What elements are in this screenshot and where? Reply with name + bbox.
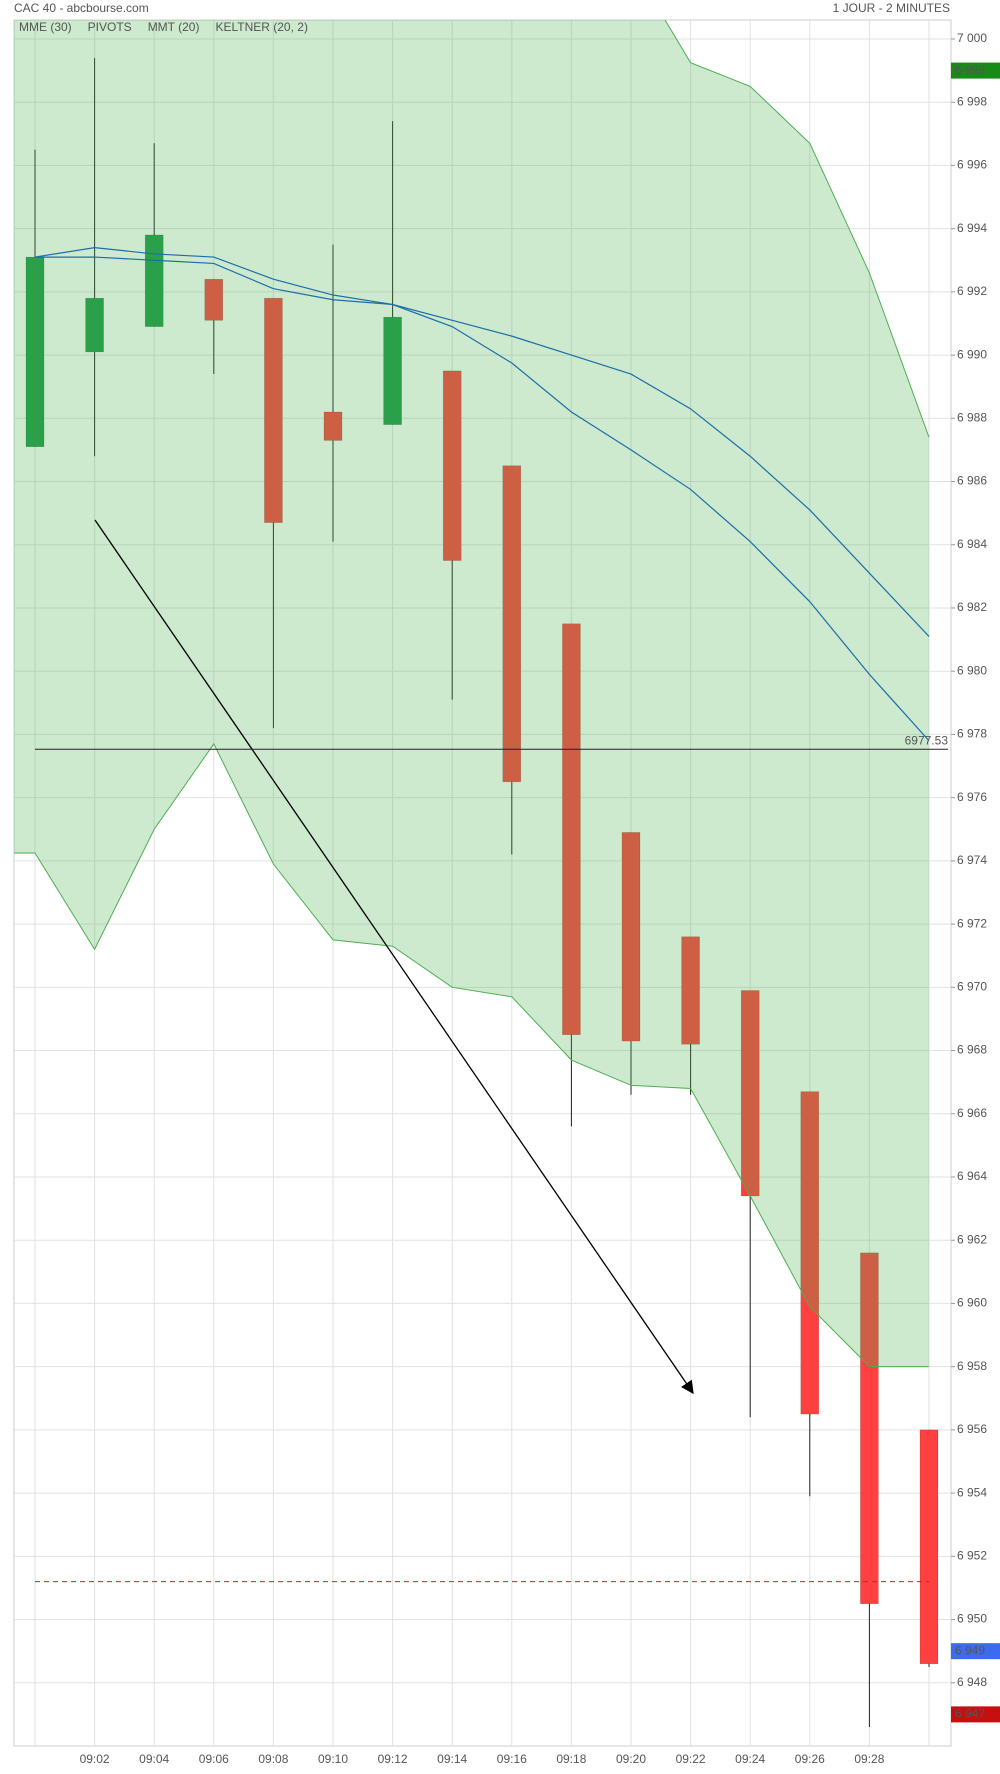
- x-tick-label: 09:12: [378, 1752, 408, 1766]
- y-tick-label: 6 988: [957, 410, 987, 424]
- candle-body: [323, 411, 343, 441]
- y-tick-label: 6 958: [957, 1359, 987, 1373]
- y-tick-label: 6 956: [957, 1422, 987, 1436]
- legend-entry: MME (30): [19, 20, 72, 34]
- y-tick-label: 6 948: [957, 1675, 987, 1689]
- y-tick-label: 6 960: [957, 1296, 987, 1310]
- x-tick-label: 09:22: [676, 1752, 706, 1766]
- keltner-upper: [664, 20, 930, 438]
- x-tick-label: 09:10: [318, 1752, 348, 1766]
- x-tick-label: 09:06: [199, 1752, 229, 1766]
- y-tick-label: 6 966: [957, 1106, 987, 1120]
- x-tick-label: 09:28: [854, 1752, 884, 1766]
- price-tag-label: 6 999: [955, 63, 985, 77]
- axis: 7 000 6 998 6 996 6 994 6 992 6 990 6 988 6 986…: [80, 31, 1000, 1766]
- y-tick-label: 6 984: [957, 537, 987, 551]
- candle-body: [562, 623, 581, 1035]
- price-tag: [951, 62, 1000, 79]
- x-tick-label: 09:14: [437, 1752, 467, 1766]
- candle-body: [621, 832, 641, 1042]
- plot-area: [13, 19, 952, 1747]
- candles: [25, 57, 939, 1728]
- legend-entry: PIVOTS: [88, 20, 132, 34]
- y-tick-label: 6 994: [957, 221, 987, 235]
- x-tick-label: 09:26: [795, 1752, 825, 1766]
- moving-average: [35, 256, 930, 637]
- moving-average: [34, 246, 930, 742]
- y-tick-label: 6 978: [957, 727, 987, 741]
- y-tick-label: 6 972: [957, 916, 987, 930]
- y-tick-label: 6 980: [957, 663, 987, 677]
- x-tick-label: 09:18: [556, 1752, 586, 1766]
- chart-title: CAC 40 - abcbourse.com: [14, 1, 149, 15]
- price-tag: [951, 1643, 1000, 1660]
- y-tick-label: 6 976: [957, 790, 987, 804]
- candle-body: [204, 278, 224, 321]
- y-tick-label: 7 000: [957, 31, 987, 45]
- candle-body: [681, 936, 700, 1045]
- price-tag-label: 6 947: [955, 1707, 985, 1721]
- y-tick-label: 6 996: [957, 158, 987, 172]
- x-tick-label: 09:16: [497, 1752, 527, 1766]
- y-tick-label: 6 992: [957, 284, 987, 298]
- x-tick-label: 09:08: [258, 1752, 288, 1766]
- x-tick-label: 09:20: [616, 1752, 646, 1766]
- y-tick-label: 6 998: [957, 94, 987, 108]
- y-tick-label: 6 952: [957, 1549, 987, 1563]
- legend: MME (30) PIVOTS MMT (20) KELTNER (20, 2): [19, 20, 308, 34]
- x-tick-label: 09:04: [139, 1752, 169, 1766]
- candle-body: [800, 1091, 820, 1415]
- legend-entry: MMT (20): [148, 20, 200, 34]
- candle-body: [144, 234, 164, 327]
- y-tick-label: 6 962: [957, 1232, 987, 1246]
- keltner-fill: [14, 20, 929, 1367]
- chart-subtitle: 1 JOUR - 2 MINUTES: [833, 1, 950, 15]
- y-tick-label: 6 954: [957, 1485, 987, 1499]
- keltner-band: [14, 20, 930, 1368]
- keltner-lower: [14, 742, 929, 1368]
- candle-body: [860, 1252, 879, 1604]
- legend-entry: KELTNER (20, 2): [215, 20, 307, 34]
- candle-body: [264, 297, 283, 523]
- grid: [14, 20, 951, 1746]
- price-tag: [951, 1706, 1000, 1723]
- candle-body: [383, 316, 402, 425]
- y-tick-label: 6 950: [957, 1612, 987, 1626]
- candle-body: [502, 465, 522, 783]
- candle-body: [85, 297, 104, 353]
- price-tag-label: 6 949: [955, 1643, 985, 1657]
- y-tick-label: 6 968: [957, 1043, 987, 1057]
- y-tick-label: 6 964: [957, 1169, 987, 1183]
- x-tick-label: 09:24: [735, 1752, 765, 1766]
- y-tick-label: 6 990: [957, 347, 987, 361]
- candle-body: [442, 370, 462, 561]
- candle-body: [919, 1429, 939, 1665]
- y-tick-label: 6 974: [957, 853, 987, 867]
- indicator-lines: [34, 246, 930, 1583]
- y-tick-label: 6 970: [957, 979, 987, 993]
- reference-label: 6977.53: [905, 733, 949, 747]
- trend-arrow: [94, 519, 694, 1395]
- x-tick-label: 09:02: [80, 1752, 110, 1766]
- y-tick-label: 6 982: [957, 600, 987, 614]
- y-tick-label: 6 986: [957, 474, 987, 488]
